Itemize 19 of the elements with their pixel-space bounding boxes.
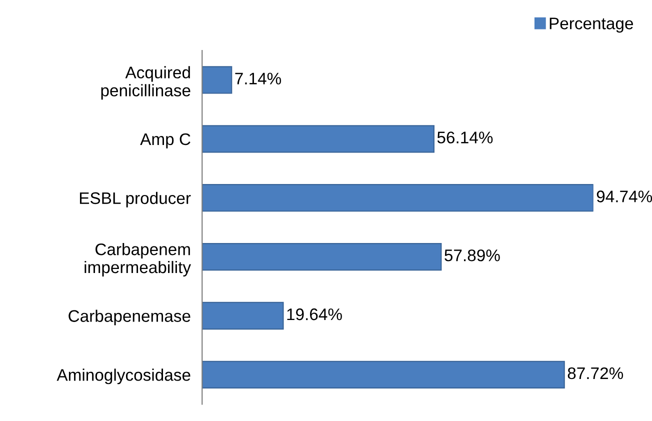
bar <box>202 184 594 212</box>
bar <box>202 242 442 271</box>
y-tick-label: Amp C <box>140 133 190 148</box>
data-label: 87.72% <box>568 367 624 380</box>
y-tick-label: Carbapenemase <box>68 310 190 326</box>
y-tick-label: Aminoglycosidase <box>56 368 190 384</box>
data-label: 56.14% <box>437 132 493 144</box>
data-label: 57.89% <box>444 249 500 262</box>
y-tick-label: Carbapenem impermeability <box>84 243 191 276</box>
bar <box>202 66 232 94</box>
bar <box>202 302 284 330</box>
data-label: 7.14% <box>235 72 282 84</box>
data-label: 94.74% <box>596 190 652 202</box>
data-label: 19.64% <box>287 308 342 320</box>
y-tick-label: Acquired penicillinase <box>101 66 190 100</box>
bar <box>202 360 565 389</box>
y-tick-label: ESBL producer <box>80 192 191 208</box>
bar <box>202 125 434 153</box>
legend-label: Percentage <box>550 18 634 33</box>
